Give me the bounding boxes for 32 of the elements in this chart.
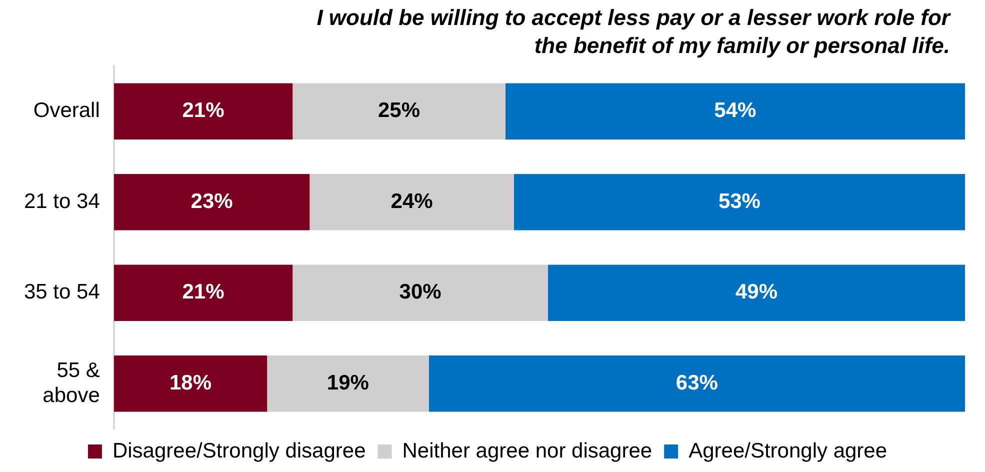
data-label: 21% bbox=[182, 99, 225, 122]
data-label: 19% bbox=[326, 371, 370, 394]
bar bbox=[428, 355, 965, 412]
bar bbox=[267, 355, 429, 412]
legend-label: Neither agree nor disagree bbox=[402, 439, 652, 462]
bar bbox=[548, 264, 965, 322]
bar bbox=[114, 174, 310, 230]
y-tick-label: Overall bbox=[33, 99, 100, 122]
data-label: 21% bbox=[182, 280, 225, 304]
data-label: 23% bbox=[190, 190, 234, 213]
legend-label: Agree/Strongly agree bbox=[688, 439, 888, 462]
data-label: 25% bbox=[378, 99, 420, 122]
y-tick-label: 21 to 34 bbox=[24, 190, 100, 213]
data-label: 63% bbox=[676, 371, 718, 394]
bar bbox=[114, 355, 268, 412]
y-tick-label: 35 to 54 bbox=[24, 280, 100, 304]
y-tick-label: 55 & above bbox=[42, 358, 100, 408]
data-label: 53% bbox=[718, 190, 761, 213]
data-label: 54% bbox=[714, 99, 757, 122]
bar bbox=[505, 83, 965, 140]
data-label: 24% bbox=[390, 190, 434, 213]
data-label: 30% bbox=[399, 280, 442, 304]
bar bbox=[310, 174, 514, 230]
bar bbox=[514, 174, 965, 230]
data-label: 18% bbox=[169, 371, 212, 394]
bar bbox=[114, 83, 293, 140]
legend-label: Disagree/Strongly disagree bbox=[112, 439, 366, 462]
data-label: 49% bbox=[735, 280, 778, 304]
chart-title: I would be willing to accept less pay or a lesser work role for the benefit of my family or personal life. bbox=[316, 4, 950, 60]
bar bbox=[292, 264, 548, 322]
bar bbox=[292, 83, 506, 140]
bar bbox=[114, 264, 293, 322]
